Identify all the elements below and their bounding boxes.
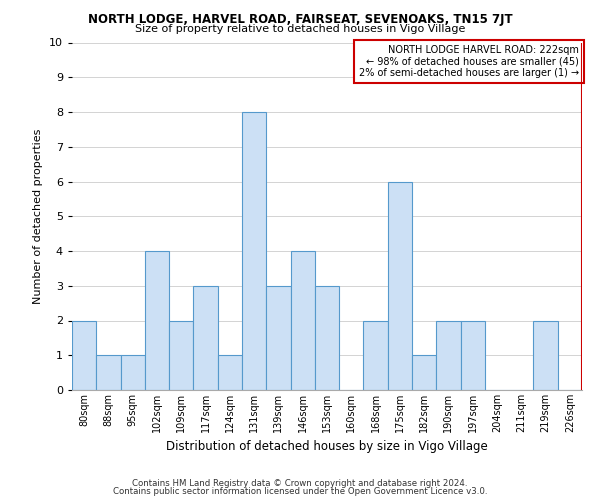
Bar	[388, 182, 412, 390]
X-axis label: Distribution of detached houses by size in Vigo Village: Distribution of detached houses by size …	[166, 440, 488, 454]
Bar	[96, 355, 121, 390]
Bar	[242, 112, 266, 390]
Bar	[461, 320, 485, 390]
Text: NORTH LODGE, HARVEL ROAD, FAIRSEAT, SEVENOAKS, TN15 7JT: NORTH LODGE, HARVEL ROAD, FAIRSEAT, SEVE…	[88, 12, 512, 26]
Y-axis label: Number of detached properties: Number of detached properties	[34, 128, 43, 304]
Bar	[290, 251, 315, 390]
Bar	[266, 286, 290, 390]
Bar	[315, 286, 339, 390]
Bar	[121, 355, 145, 390]
Bar	[72, 320, 96, 390]
Text: Size of property relative to detached houses in Vigo Village: Size of property relative to detached ho…	[135, 24, 465, 34]
Bar	[533, 320, 558, 390]
Text: NORTH LODGE HARVEL ROAD: 222sqm
← 98% of detached houses are smaller (45)
2% of : NORTH LODGE HARVEL ROAD: 222sqm ← 98% of…	[359, 46, 579, 78]
Bar	[436, 320, 461, 390]
Bar	[169, 320, 193, 390]
Bar	[193, 286, 218, 390]
Bar	[412, 355, 436, 390]
Bar	[218, 355, 242, 390]
Bar	[364, 320, 388, 390]
Text: Contains public sector information licensed under the Open Government Licence v3: Contains public sector information licen…	[113, 487, 487, 496]
Bar	[145, 251, 169, 390]
Text: Contains HM Land Registry data © Crown copyright and database right 2024.: Contains HM Land Registry data © Crown c…	[132, 478, 468, 488]
